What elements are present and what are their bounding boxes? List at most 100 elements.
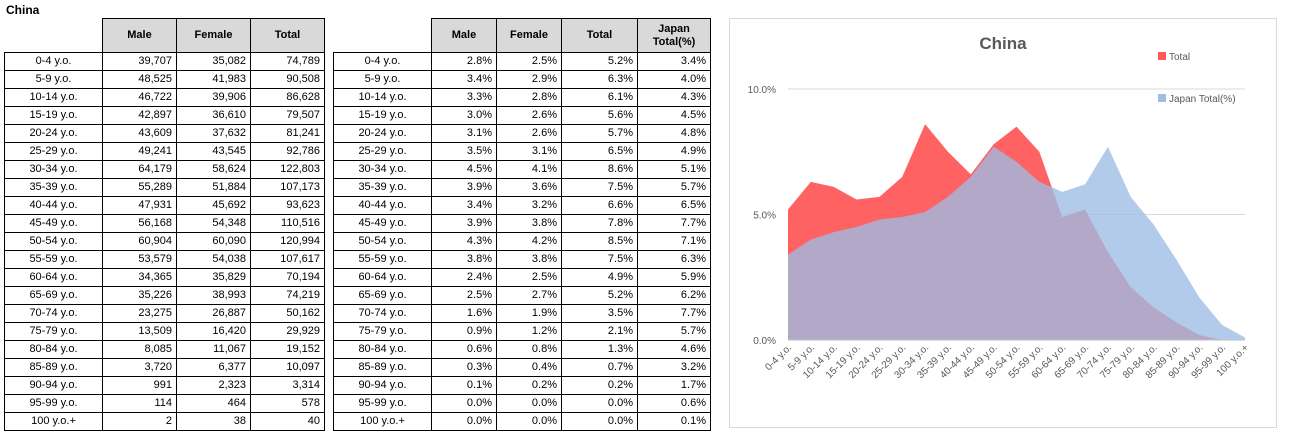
- table-row: 5-9 y.o. 3.4% 2.9% 6.3% 4.0%: [333, 70, 711, 89]
- table-row: 0-4 y.o. 39,707 35,082 74,789: [4, 52, 325, 71]
- row-label: 85-89 y.o.: [4, 358, 103, 377]
- table-cell: 81,241: [250, 124, 325, 143]
- table-cell: 39,707: [102, 52, 177, 71]
- table-cell: 70,194: [250, 268, 325, 287]
- table-row: 65-69 y.o. 35,226 38,993 74,219: [4, 286, 325, 305]
- column-header: Total: [561, 18, 638, 53]
- table-cell: 35,226: [102, 286, 177, 305]
- table-cell: 5.1%: [637, 160, 711, 179]
- table-row: 30-34 y.o. 64,179 58,624 122,803: [4, 160, 325, 179]
- table-cell: 49,241: [102, 142, 177, 161]
- table-cell: 3,314: [250, 376, 325, 395]
- table-cell: 4.6%: [637, 340, 711, 359]
- table-cell: 0.1%: [431, 376, 497, 395]
- table-cell: 3,720: [102, 358, 177, 377]
- table-cell: 13,509: [102, 322, 177, 341]
- table-cell: 6.2%: [637, 286, 711, 305]
- row-label: 5-9 y.o.: [333, 70, 432, 89]
- table-row: 85-89 y.o. 0.3% 0.4% 0.7% 3.2%: [333, 358, 711, 377]
- table-cell: 3.2%: [637, 358, 711, 377]
- table-cell: 2.6%: [496, 124, 562, 143]
- column-header: Total: [250, 18, 325, 53]
- table-cell: 110,516: [250, 214, 325, 233]
- row-label: 85-89 y.o.: [333, 358, 432, 377]
- row-label: 60-64 y.o.: [4, 268, 103, 287]
- row-label: 20-24 y.o.: [4, 124, 103, 143]
- row-label: 45-49 y.o.: [333, 214, 432, 233]
- table-cell: 48,525: [102, 70, 177, 89]
- row-label: 5-9 y.o.: [4, 70, 103, 89]
- table-cell: 107,617: [250, 250, 325, 269]
- table-cell: 74,219: [250, 286, 325, 305]
- table-cell: 3.8%: [431, 250, 497, 269]
- table-cell: 93,623: [250, 196, 325, 215]
- table-cell: 38,993: [176, 286, 251, 305]
- row-label: 70-74 y.o.: [4, 304, 103, 323]
- table-cell: 3.8%: [496, 214, 562, 233]
- table-row: 10-14 y.o. 46,722 39,906 86,628: [4, 88, 325, 107]
- table-cell: 74,789: [250, 52, 325, 71]
- table-cell: 6.5%: [637, 196, 711, 215]
- corner-cell: [4, 18, 103, 53]
- row-label: 90-94 y.o.: [333, 376, 432, 395]
- table-cell: 120,994: [250, 232, 325, 251]
- table-cell: 5.7%: [637, 322, 711, 341]
- table-cell: 1.7%: [637, 376, 711, 395]
- table-cell: 37,632: [176, 124, 251, 143]
- table-cell: 1.9%: [496, 304, 562, 323]
- legend-swatch: [1158, 52, 1166, 60]
- table-row: 70-74 y.o. 23,275 26,887 50,162: [4, 304, 325, 323]
- row-label: 75-79 y.o.: [4, 322, 103, 341]
- table-cell: 41,983: [176, 70, 251, 89]
- table-row: 65-69 y.o. 2.5% 2.7% 5.2% 6.2%: [333, 286, 711, 305]
- table-cell: 1.6%: [431, 304, 497, 323]
- table-cell: 3.3%: [431, 88, 497, 107]
- table-cell: 0.0%: [561, 394, 638, 413]
- table-cell: 26,887: [176, 304, 251, 323]
- table-row: 15-19 y.o. 3.0% 2.6% 5.6% 4.5%: [333, 106, 711, 125]
- table-row: 10-14 y.o. 3.3% 2.8% 6.1% 4.3%: [333, 88, 711, 107]
- row-label: 0-4 y.o.: [4, 52, 103, 71]
- table-cell: 86,628: [250, 88, 325, 107]
- table-cell: 4.3%: [637, 88, 711, 107]
- row-label: 35-39 y.o.: [333, 178, 432, 197]
- table-cell: 0.2%: [561, 376, 638, 395]
- table-cell: 4.0%: [637, 70, 711, 89]
- legend-label: Total: [1169, 52, 1190, 63]
- row-label: 40-44 y.o.: [333, 196, 432, 215]
- row-label: 50-54 y.o.: [4, 232, 103, 251]
- table-cell: 991: [102, 376, 177, 395]
- table-cell: 43,609: [102, 124, 177, 143]
- table-cell: 2.5%: [496, 268, 562, 287]
- table-cell: 2,323: [176, 376, 251, 395]
- area-chart: 0.0% 5.0% 10.0% 0-4 y.o. 5-9 y.o. 10-14 y.o. 1…: [729, 18, 1277, 428]
- table-cell: 60,904: [102, 232, 177, 251]
- legend-label: Japan Total(%): [1169, 94, 1236, 105]
- table-cell: 60,090: [176, 232, 251, 251]
- table-cell: 55,289: [102, 178, 177, 197]
- table-row: 25-29 y.o. 3.5% 3.1% 6.5% 4.9%: [333, 142, 711, 161]
- corner-cell: [333, 18, 432, 53]
- table-cell: 0.6%: [637, 394, 711, 413]
- table-cell: 464: [176, 394, 251, 413]
- table-cell: 42,897: [102, 106, 177, 125]
- row-label: 10-14 y.o.: [4, 88, 103, 107]
- row-label: 100 y.o.+: [4, 412, 103, 431]
- table-cell: 3.4%: [431, 70, 497, 89]
- table-cell: 107,173: [250, 178, 325, 197]
- table-row: 35-39 y.o. 55,289 51,884 107,173: [4, 178, 325, 197]
- row-label: 15-19 y.o.: [4, 106, 103, 125]
- row-label: 65-69 y.o.: [4, 286, 103, 305]
- table-row: 95-99 y.o. 0.0% 0.0% 0.0% 0.6%: [333, 394, 711, 413]
- table-cell: 7.5%: [561, 250, 638, 269]
- table-cell: 1.2%: [496, 322, 562, 341]
- row-label: 60-64 y.o.: [333, 268, 432, 287]
- row-label: 70-74 y.o.: [333, 304, 432, 323]
- table-cell: 4.3%: [431, 232, 497, 251]
- row-label: 35-39 y.o.: [4, 178, 103, 197]
- row-label: 80-84 y.o.: [4, 340, 103, 359]
- row-label: 50-54 y.o.: [333, 232, 432, 251]
- table-cell: 35,082: [176, 52, 251, 71]
- table-cell: 7.5%: [561, 178, 638, 197]
- table-cell: 0.0%: [431, 394, 497, 413]
